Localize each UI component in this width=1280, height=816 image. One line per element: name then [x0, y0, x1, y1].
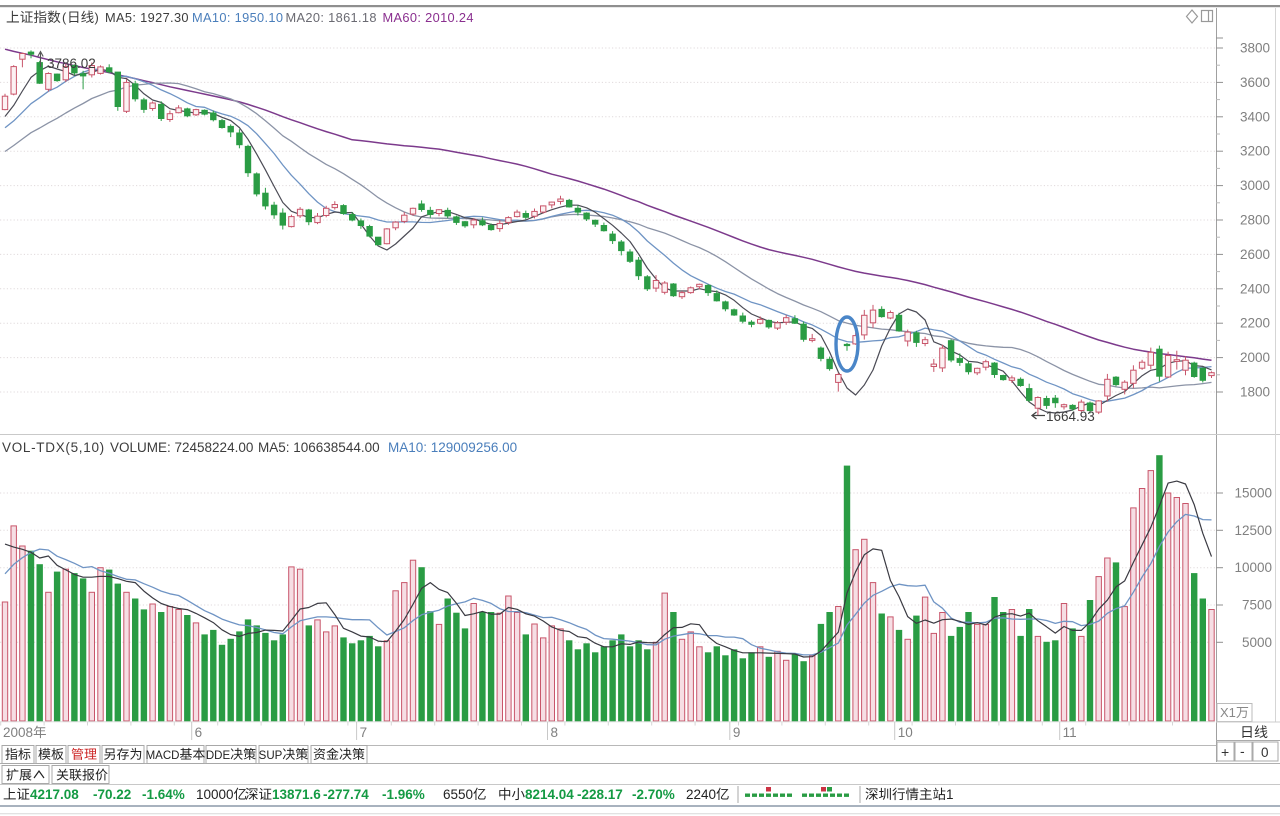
svg-text:-228.17: -228.17 [577, 787, 623, 802]
svg-text:2000: 2000 [1240, 350, 1270, 365]
svg-text:15000: 15000 [1234, 486, 1272, 501]
svg-text:10: 10 [898, 725, 913, 740]
svg-text:2400: 2400 [1240, 281, 1270, 296]
svg-text:2200: 2200 [1240, 316, 1270, 331]
svg-text:MA60: 2010.24: MA60: 2010.24 [383, 10, 474, 25]
svg-text:MA10: 1950.10: MA10: 1950.10 [192, 10, 283, 25]
svg-text:3400: 3400 [1240, 109, 1270, 124]
svg-text:12500: 12500 [1234, 523, 1272, 538]
svg-text:7500: 7500 [1242, 598, 1272, 613]
svg-text:2240: 2240 [686, 787, 716, 802]
svg-text:-1.96%: -1.96% [382, 787, 425, 802]
svg-text:2600: 2600 [1240, 247, 1270, 262]
svg-text:1800: 1800 [1240, 385, 1270, 400]
svg-text:+: + [1221, 744, 1229, 760]
svg-text:13871.6: 13871.6 [272, 787, 321, 802]
svg-text:8214.04: 8214.04 [525, 787, 574, 802]
svg-text:3600: 3600 [1240, 75, 1270, 90]
svg-text:-: - [1240, 743, 1245, 759]
svg-text:9: 9 [733, 725, 741, 740]
svg-text:): ) [95, 10, 99, 25]
svg-text:3000: 3000 [1240, 178, 1270, 193]
svg-text:-2.70%: -2.70% [632, 787, 675, 802]
svg-text:-1.64%: -1.64% [142, 787, 185, 802]
svg-text:10000: 10000 [1234, 560, 1272, 575]
svg-text:6: 6 [195, 725, 203, 740]
svg-text:3800: 3800 [1240, 41, 1270, 56]
svg-text:-277.74: -277.74 [323, 787, 369, 802]
svg-text:VOL-TDX(5,10): VOL-TDX(5,10) [2, 440, 105, 455]
svg-text:MA5: 106638544.00: MA5: 106638544.00 [258, 440, 380, 455]
svg-text:5000: 5000 [1242, 635, 1272, 650]
svg-text:1664.93: 1664.93 [1046, 409, 1095, 424]
svg-text:-70.22: -70.22 [93, 787, 131, 802]
svg-text:VOLUME: 72458224.00: VOLUME: 72458224.00 [110, 440, 253, 455]
svg-text:10000: 10000 [196, 787, 234, 802]
svg-text:MACD: MACD [146, 750, 180, 762]
svg-text:MA20: 1861.18: MA20: 1861.18 [286, 10, 377, 25]
svg-text:0: 0 [1261, 745, 1269, 760]
svg-text:8: 8 [551, 725, 559, 740]
svg-text:3786.02: 3786.02 [47, 56, 96, 71]
svg-text:2008: 2008 [3, 725, 33, 740]
svg-text:3200: 3200 [1240, 144, 1270, 159]
svg-text:DDE: DDE [206, 750, 231, 762]
svg-text:7: 7 [360, 725, 368, 740]
svg-text:4217.08: 4217.08 [30, 787, 79, 802]
svg-text:MA5: 1927.30: MA5: 1927.30 [105, 10, 189, 25]
svg-text:(: ( [62, 10, 67, 25]
svg-text:6550: 6550 [443, 787, 473, 802]
svg-text:SUP: SUP [259, 750, 283, 762]
svg-text:11: 11 [1063, 725, 1077, 740]
svg-text:X1: X1 [1220, 705, 1236, 720]
svg-text:MA10: 129009256.00: MA10: 129009256.00 [388, 440, 517, 455]
svg-text:2800: 2800 [1240, 213, 1270, 228]
svg-text:1: 1 [946, 787, 954, 802]
